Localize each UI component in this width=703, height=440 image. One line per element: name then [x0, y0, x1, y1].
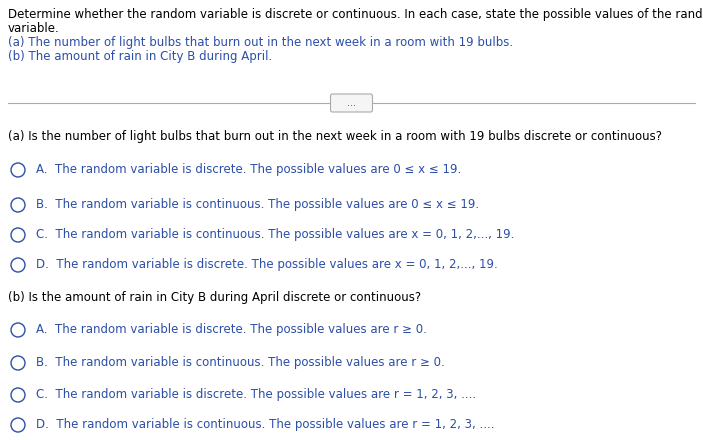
- Text: A.  The random variable is discrete. The possible values are 0 ≤ x ≤ 19.: A. The random variable is discrete. The …: [36, 163, 461, 176]
- Text: variable.: variable.: [8, 22, 60, 35]
- Text: (a) The number of light bulbs that burn out in the next week in a room with 19 b: (a) The number of light bulbs that burn …: [8, 36, 513, 49]
- Text: D.  The random variable is discrete. The possible values are x = 0, 1, 2,..., 19: D. The random variable is discrete. The …: [36, 258, 498, 271]
- Text: A.  The random variable is discrete. The possible values are r ≥ 0.: A. The random variable is discrete. The …: [36, 323, 427, 336]
- Text: (a) Is the number of light bulbs that burn out in the next week in a room with 1: (a) Is the number of light bulbs that bu…: [8, 130, 662, 143]
- Text: B.  The random variable is continuous. The possible values are 0 ≤ x ≤ 19.: B. The random variable is continuous. Th…: [36, 198, 479, 211]
- Text: ...: ...: [347, 98, 356, 108]
- Text: (b) Is the amount of rain in City B during April discrete or continuous?: (b) Is the amount of rain in City B duri…: [8, 291, 421, 304]
- Text: B.  The random variable is continuous. The possible values are r ≥ 0.: B. The random variable is continuous. Th…: [36, 356, 445, 369]
- Text: (b) The amount of rain in City B during April.: (b) The amount of rain in City B during …: [8, 50, 272, 63]
- FancyBboxPatch shape: [330, 94, 373, 112]
- Text: C.  The random variable is continuous. The possible values are x = 0, 1, 2,..., : C. The random variable is continuous. Th…: [36, 228, 515, 241]
- Text: C.  The random variable is discrete. The possible values are r = 1, 2, 3, ....: C. The random variable is discrete. The …: [36, 388, 476, 401]
- Text: D.  The random variable is continuous. The possible values are r = 1, 2, 3, ....: D. The random variable is continuous. Th…: [36, 418, 494, 431]
- Text: Determine whether the random variable is discrete or continuous. In each case, s: Determine whether the random variable is…: [8, 8, 703, 21]
